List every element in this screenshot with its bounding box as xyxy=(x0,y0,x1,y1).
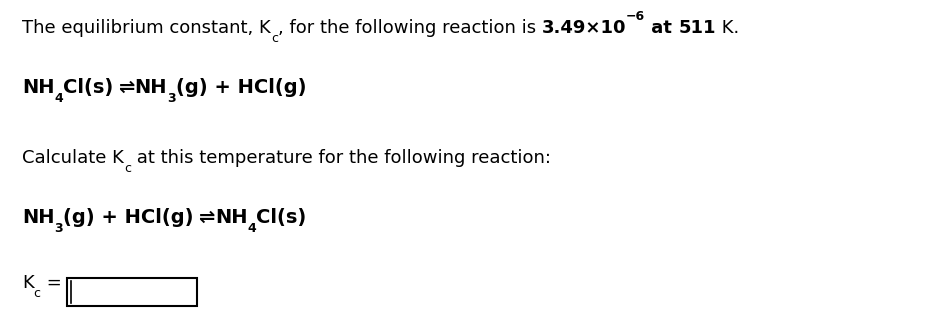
Text: NH: NH xyxy=(22,208,54,227)
Text: =: = xyxy=(41,274,68,292)
Text: ⇌: ⇌ xyxy=(118,78,134,97)
Text: , for the following reaction is: , for the following reaction is xyxy=(277,19,541,37)
Text: K: K xyxy=(22,274,33,292)
Text: 3: 3 xyxy=(167,92,176,105)
Text: c: c xyxy=(270,32,277,45)
Text: (g) + HCl(g): (g) + HCl(g) xyxy=(63,208,198,227)
Text: ⇌: ⇌ xyxy=(198,208,214,227)
Text: K.: K. xyxy=(715,19,739,37)
Text: Calculate K: Calculate K xyxy=(22,149,124,167)
Text: Cl(s): Cl(s) xyxy=(63,78,118,97)
Text: 4: 4 xyxy=(54,92,63,105)
Text: at this temperature for the following reaction:: at this temperature for the following re… xyxy=(130,149,550,167)
Text: c: c xyxy=(124,162,130,175)
Text: 3: 3 xyxy=(54,222,63,235)
Text: 4: 4 xyxy=(248,222,256,235)
Text: NH: NH xyxy=(22,78,54,97)
Text: NH: NH xyxy=(134,78,167,97)
Text: 3.49×10: 3.49×10 xyxy=(541,19,625,37)
Text: The equilibrium constant, K: The equilibrium constant, K xyxy=(22,19,270,37)
Text: −6: −6 xyxy=(625,10,645,23)
Text: Cl(s): Cl(s) xyxy=(256,208,306,227)
Text: c: c xyxy=(33,287,41,300)
Text: at: at xyxy=(645,19,678,37)
Text: 511: 511 xyxy=(678,19,715,37)
Text: NH: NH xyxy=(214,208,248,227)
Text: (g) + HCl(g): (g) + HCl(g) xyxy=(176,78,306,97)
Bar xyxy=(68,278,197,306)
